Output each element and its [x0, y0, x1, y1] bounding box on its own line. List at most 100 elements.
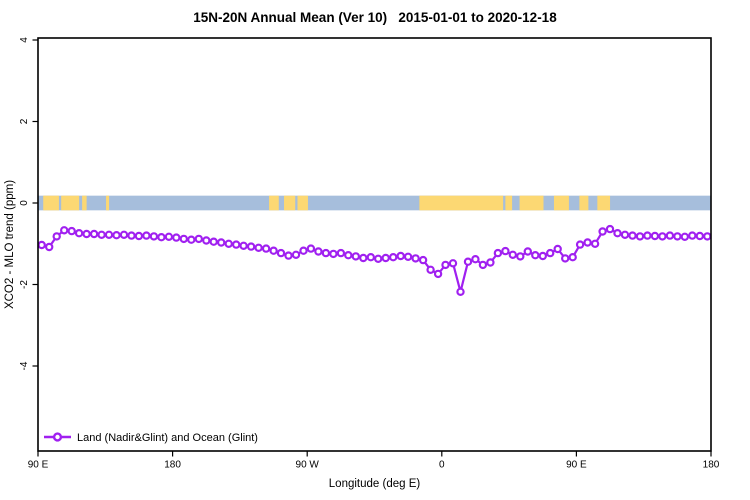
x-axis-tick-label: 90 E [566, 460, 587, 471]
data-point [142, 231, 151, 240]
data-point [471, 255, 480, 264]
data-point [351, 252, 360, 261]
data-point [246, 242, 256, 251]
data-point [194, 234, 203, 244]
data-point [269, 246, 278, 255]
data-point [418, 255, 428, 265]
legend-marker-icon [52, 432, 63, 442]
data-point [441, 260, 450, 270]
data-point [359, 253, 368, 263]
data-point [187, 235, 196, 244]
data-point [52, 232, 61, 241]
data-point [516, 252, 525, 261]
data-point [448, 259, 458, 268]
data-point [306, 244, 316, 253]
data-point [82, 229, 91, 239]
data-point [157, 232, 166, 242]
land-band-segment [43, 195, 59, 211]
data-point [104, 230, 114, 239]
data-point [426, 265, 435, 274]
data-point [45, 242, 54, 252]
y-axis-tick-label: 0 [19, 200, 30, 206]
data-point [216, 238, 226, 247]
legend-label: Land (Nadir&Glint) and Ocean (Glint) [77, 432, 258, 444]
data-point [688, 231, 697, 240]
data-point [291, 250, 301, 259]
data-point [254, 243, 263, 252]
data-point [134, 231, 144, 241]
data-point [411, 254, 420, 263]
land-band-segment [553, 195, 569, 211]
x-axis-tick-label: 90 E [28, 460, 49, 471]
data-point [127, 231, 136, 240]
y-axis-title: XCO2 - MLO trend (ppm) [4, 180, 16, 309]
data-point [620, 230, 630, 239]
land-band-segment [82, 195, 87, 211]
chart-title: 15N-20N Annual Mean (Ver 10) 2015-01-01 … [193, 10, 557, 25]
x-axis-tick-label: 0 [439, 460, 445, 471]
data-point [314, 247, 323, 256]
data-point [628, 231, 637, 240]
land-band-segment [297, 195, 308, 211]
data-point [695, 231, 705, 241]
data-point [37, 240, 46, 250]
data-point [179, 234, 188, 244]
land-band-segment [505, 195, 513, 211]
axes-layer: 90 E 180 90 W 0 90 E 180 -4 -2 0 2 4 [19, 37, 720, 471]
data-point [546, 248, 555, 258]
land-band-segment [519, 195, 544, 211]
data-point [493, 248, 503, 258]
data-point [276, 248, 286, 258]
data-point [344, 250, 353, 260]
data-point [321, 248, 331, 258]
x-axis-title: Longitude (deg E) [329, 478, 421, 490]
data-point [680, 232, 690, 241]
plot-border [37, 37, 712, 452]
data-point [284, 251, 293, 260]
data-point [508, 250, 517, 259]
y-axis-tick-label: -2 [19, 280, 30, 289]
surface-band-layer [38, 195, 711, 211]
data-point [650, 231, 660, 241]
land-band-segment [61, 195, 80, 211]
data-point [261, 244, 271, 253]
data-point [523, 247, 533, 256]
data-point [74, 228, 84, 238]
data-point [598, 227, 607, 236]
data-point [643, 231, 652, 240]
data-point [89, 229, 99, 239]
data-point [456, 287, 465, 296]
land-band-segment [106, 195, 110, 211]
data-point [433, 269, 443, 279]
data-point [209, 237, 218, 246]
y-axis-tick-label: -4 [19, 361, 30, 370]
land-band-segment [597, 195, 611, 211]
x-axis-tick-label: 180 [164, 460, 181, 471]
data-point [172, 233, 181, 242]
data-point [613, 228, 622, 238]
legend: Land (Nadir&Glint) and Ocean (Glint) [44, 432, 258, 444]
data-point [403, 252, 413, 261]
data-point [635, 232, 645, 241]
data-point [149, 232, 159, 241]
data-point [239, 241, 248, 250]
data-point [119, 230, 129, 239]
data-point [703, 232, 712, 241]
data-point [605, 224, 615, 234]
data-point [590, 239, 600, 248]
y-axis-tick-label: 4 [19, 37, 30, 43]
data-point [97, 230, 106, 239]
data-point [538, 251, 548, 261]
data-point [396, 251, 405, 261]
x-axis-tick-label: 180 [703, 460, 720, 471]
data-point [381, 253, 390, 263]
data-point [658, 232, 667, 241]
data-point [673, 232, 682, 241]
data-point [329, 249, 338, 259]
land-band-segment [579, 195, 589, 211]
data-point [531, 250, 540, 260]
land-band-segment [419, 195, 504, 211]
data-point [164, 232, 174, 241]
